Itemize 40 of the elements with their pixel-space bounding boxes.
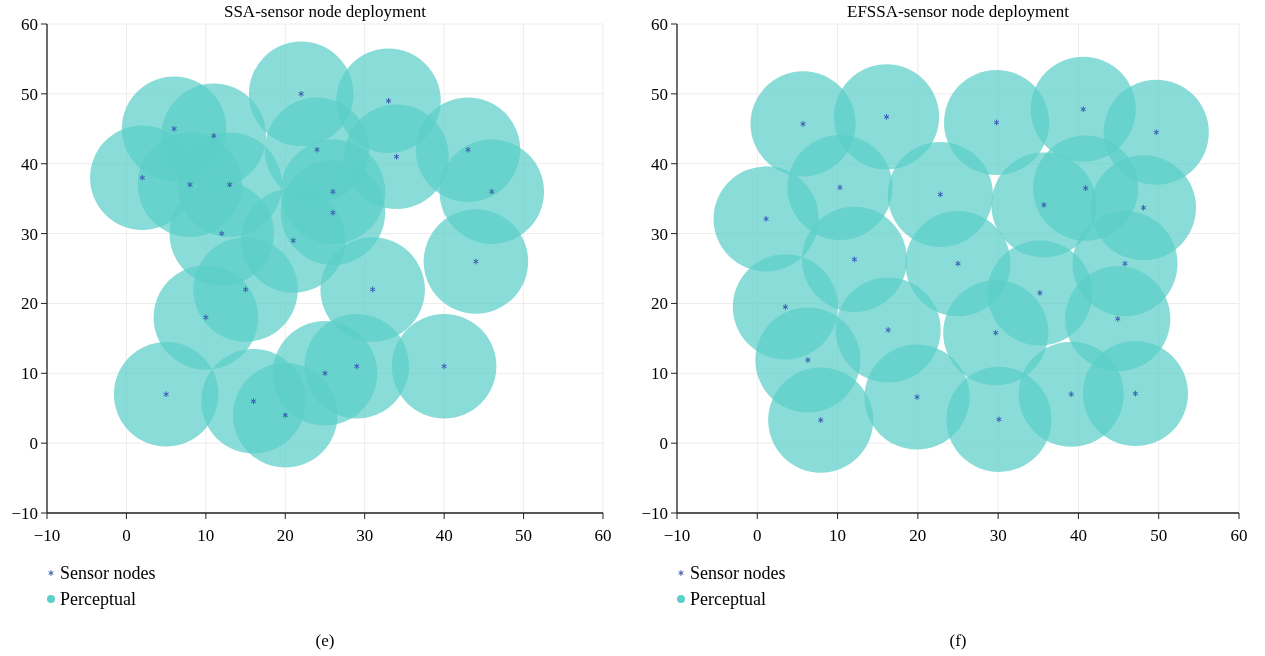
x-tick-label: 0 — [122, 526, 131, 545]
y-tick-label: 40 — [21, 154, 38, 174]
y-tick-label: 0 — [659, 434, 668, 454]
y-tick-label: 50 — [651, 84, 668, 104]
x-tick-label: 60 — [1230, 526, 1248, 545]
x-tick-label: 10 — [197, 526, 215, 545]
x-tick-label: 10 — [829, 526, 847, 545]
chart-title: SSA-sensor node deployment — [223, 2, 427, 21]
legend-label: Sensor nodes — [690, 563, 786, 583]
y-tick-label: 30 — [21, 224, 38, 244]
legend-label: Perceptual — [60, 589, 136, 609]
x-tick-label: 0 — [753, 526, 762, 545]
legend-label: Perceptual — [690, 589, 766, 609]
y-tick-label: 60 — [21, 15, 38, 34]
x-tick-label: 20 — [909, 526, 927, 545]
y-tick-label: 50 — [21, 84, 38, 104]
text: (f) — [949, 631, 967, 650]
text: (e) — [315, 631, 335, 650]
y-tick-label: −10 — [641, 504, 668, 523]
y-tick-label: 10 — [651, 364, 668, 384]
x-tick-label: 40 — [435, 526, 453, 545]
y-tick-label: 20 — [21, 294, 38, 314]
legend-label: Sensor nodes — [60, 563, 156, 583]
y-tick-label: 60 — [651, 15, 668, 34]
x-tick-label: −10 — [663, 526, 691, 545]
x-tick-label: 20 — [276, 526, 294, 545]
y-tick-label: 10 — [21, 364, 38, 384]
y-tick-label: −10 — [11, 504, 38, 523]
y-tick-label: 40 — [651, 154, 668, 174]
x-tick-label: 40 — [1069, 526, 1087, 545]
x-tick-label: 30 — [989, 526, 1007, 545]
x-tick-label: 60 — [594, 526, 612, 545]
y-tick-label: 0 — [29, 434, 38, 454]
x-tick-label: 50 — [515, 526, 533, 545]
y-tick-label: 30 — [651, 224, 668, 244]
x-tick-label: 30 — [356, 526, 374, 545]
y-tick-label: 20 — [651, 294, 668, 314]
chart-title: EFSSA-sensor node deployment — [847, 2, 1070, 21]
x-tick-label: −10 — [33, 526, 61, 545]
x-tick-label: 50 — [1150, 526, 1168, 545]
